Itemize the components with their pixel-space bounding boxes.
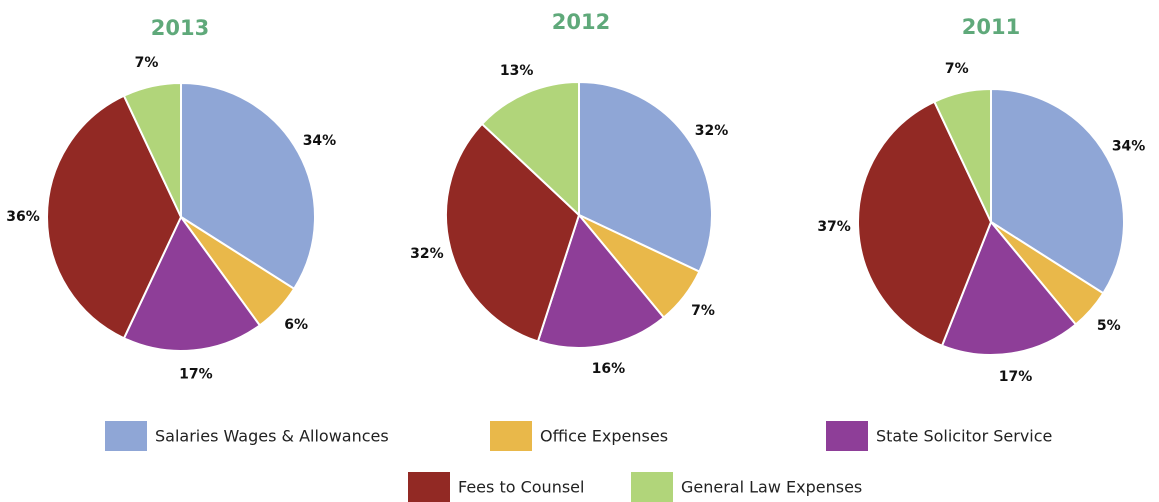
legend-swatch <box>408 472 450 502</box>
legend-label: Fees to Counsel <box>458 478 584 497</box>
legend-label: Salaries Wages & Allowances <box>155 427 389 446</box>
pie-slice <box>536 212 666 349</box>
data-label: 7% <box>691 303 715 319</box>
chart-title: 2013 <box>151 16 209 40</box>
pie-slice <box>578 80 713 273</box>
data-label: 36% <box>6 209 40 225</box>
data-label: 7% <box>945 61 969 77</box>
legend-swatch <box>105 421 147 451</box>
data-label: 5% <box>1097 318 1121 334</box>
data-label: 17% <box>179 366 213 382</box>
data-label: 17% <box>999 369 1033 385</box>
data-label: 6% <box>284 317 308 333</box>
pie-slice <box>445 122 581 343</box>
data-label: 32% <box>410 246 444 262</box>
legend-label: State Solicitor Service <box>876 427 1052 446</box>
pie-slice <box>940 220 1078 356</box>
pie-slice <box>857 100 993 347</box>
data-label: 7% <box>135 55 159 71</box>
data-label: 13% <box>500 63 534 79</box>
chart-title: 2011 <box>962 15 1020 39</box>
legend-swatch <box>490 421 532 451</box>
data-label: 32% <box>695 123 729 139</box>
data-label: 16% <box>592 361 626 377</box>
data-label: 37% <box>817 219 851 235</box>
data-label: 34% <box>303 133 337 149</box>
legend-swatch <box>826 421 868 451</box>
data-label: 34% <box>1112 138 1146 154</box>
pie-slice <box>122 81 182 218</box>
legend-label: Office Expenses <box>540 427 668 446</box>
pie-slice <box>480 80 580 218</box>
pie-slice <box>122 215 262 352</box>
chart-title: 2012 <box>552 10 610 34</box>
legend-swatch <box>631 472 673 502</box>
pie-slice <box>46 94 183 340</box>
legend-label: General Law Expenses <box>681 478 862 497</box>
pie-slice <box>933 87 992 223</box>
